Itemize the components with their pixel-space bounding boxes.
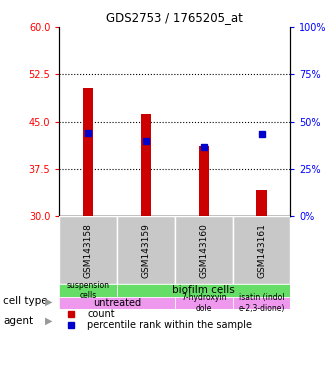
Bar (233, 217, 290, 284)
Text: GSM143159: GSM143159 (142, 223, 150, 278)
Text: suspension
cells: suspension cells (67, 281, 110, 300)
Text: GSM143161: GSM143161 (257, 223, 266, 278)
Text: ▶: ▶ (45, 316, 52, 326)
Bar (117, 284, 290, 296)
Text: GSM143160: GSM143160 (199, 223, 208, 278)
Bar (117, 217, 175, 284)
Bar (233, 296, 290, 309)
Bar (59, 284, 117, 296)
Bar (199, 146, 209, 217)
Text: cell type: cell type (3, 296, 48, 306)
Text: isatin (indol
e-2,3-dione): isatin (indol e-2,3-dione) (238, 293, 285, 313)
Text: untreated: untreated (93, 298, 141, 308)
Bar (256, 190, 267, 217)
Text: biofilm cells: biofilm cells (172, 285, 235, 295)
Text: GSM143158: GSM143158 (84, 223, 93, 278)
Text: percentile rank within the sample: percentile rank within the sample (87, 320, 252, 330)
Bar (59, 296, 175, 309)
Bar (175, 296, 233, 309)
Bar (175, 217, 233, 284)
Text: ▶: ▶ (45, 296, 52, 306)
Bar (83, 88, 93, 217)
Text: 7-hydroxyin
dole: 7-hydroxyin dole (181, 293, 226, 313)
Bar (59, 217, 117, 284)
Bar (141, 114, 151, 217)
Text: count: count (87, 310, 115, 319)
Title: GDS2753 / 1765205_at: GDS2753 / 1765205_at (107, 11, 243, 24)
Text: agent: agent (3, 316, 33, 326)
